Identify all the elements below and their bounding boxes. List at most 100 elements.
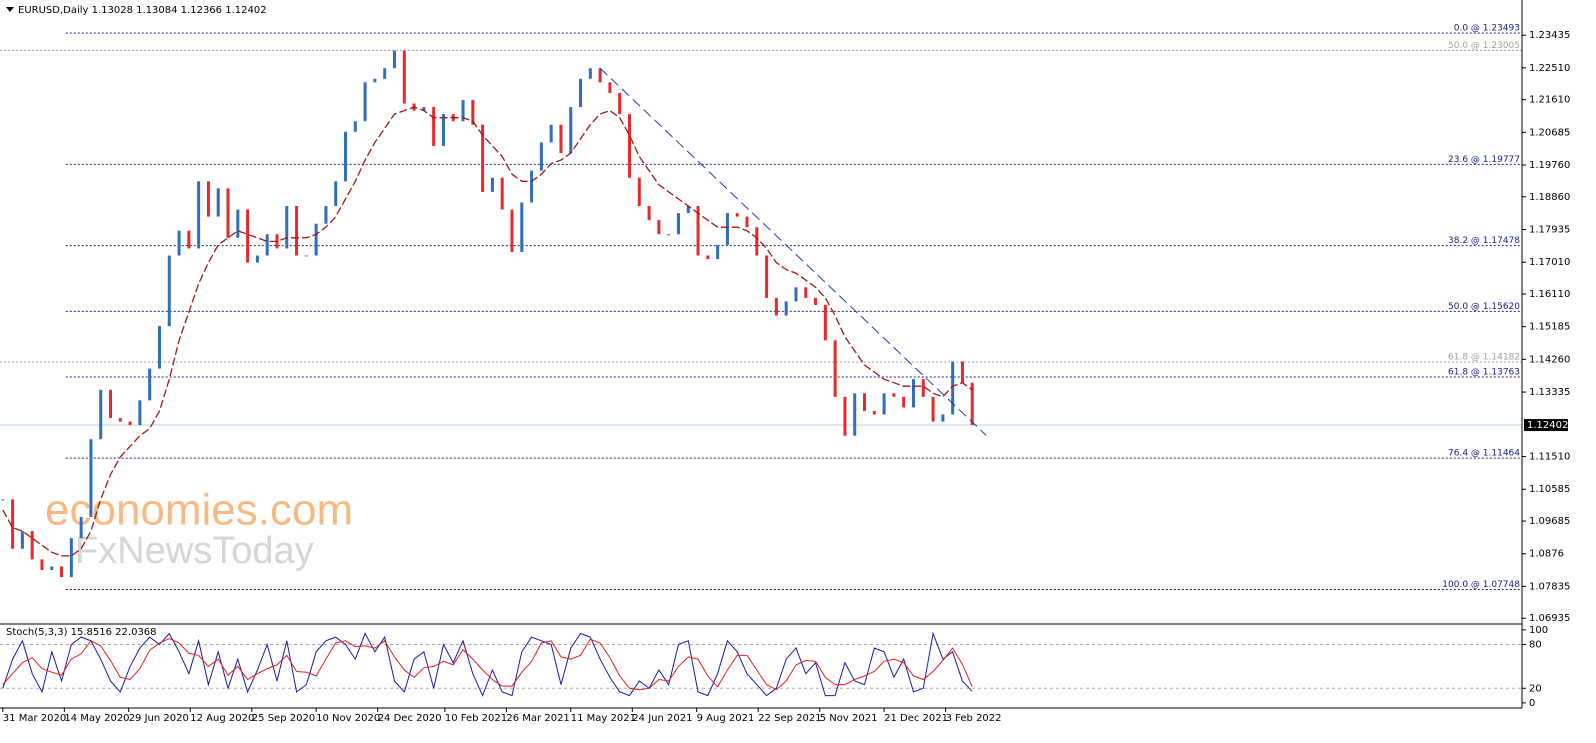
price-bar [304, 255, 308, 257]
price-bar [843, 396, 847, 436]
fib-label: 23.6 @ 1.19777 [1448, 155, 1520, 165]
price-bar [892, 393, 896, 397]
price-bar [40, 559, 44, 570]
price-bar [921, 379, 925, 397]
price-bar [559, 124, 563, 154]
marks [1, 50, 987, 697]
x-tick-label: 26 Mar 2021 [506, 713, 569, 724]
price-bar [363, 82, 367, 122]
price-bar [960, 361, 964, 383]
price-bar [79, 516, 83, 539]
price-bar [774, 297, 778, 316]
price-bar [745, 216, 749, 228]
price-bar [314, 223, 318, 256]
price-bar [324, 206, 328, 224]
price-bar [814, 297, 818, 305]
price-bar [706, 255, 710, 260]
price-bar [118, 418, 122, 422]
x-tick-label: 12 Aug 2020 [190, 713, 254, 724]
fib-label: 76.4 @ 1.11464 [1448, 449, 1520, 459]
price-bar [520, 202, 524, 252]
price-bar [598, 68, 602, 83]
price-bar [148, 368, 152, 401]
fib-label: 38.2 @ 1.17478 [1448, 236, 1520, 246]
x-tick-label: 14 May 2020 [64, 713, 129, 724]
price-bar [461, 100, 465, 122]
y-tick-label: 1.23435 [1529, 30, 1570, 41]
price-bar [500, 177, 504, 210]
price-bar [334, 181, 338, 207]
price-bar [755, 227, 759, 256]
price-bar [109, 389, 113, 419]
price-bar [373, 78, 377, 83]
stochastic-line [2, 631, 973, 697]
price-bar [236, 209, 240, 238]
price-bar [383, 68, 387, 79]
y-tick-label: 1.11510 [1529, 452, 1570, 463]
y-tick-label: 1.13335 [1529, 387, 1570, 398]
price-bar [510, 209, 514, 252]
x-tick-label: 22 Sep 2021 [758, 713, 821, 724]
price-bar [128, 421, 132, 426]
price-bar [911, 379, 915, 408]
collapse-icon[interactable] [6, 7, 14, 12]
price-bar [804, 287, 808, 298]
moving-average [2, 106, 973, 557]
price-bar [295, 206, 299, 256]
price-bar [285, 206, 289, 249]
price-bar [216, 188, 220, 217]
price-bar [628, 114, 632, 178]
indicator-tick-label: 80 [1529, 639, 1542, 650]
y-tick-label: 1.18860 [1529, 192, 1570, 203]
price-bar [99, 389, 103, 440]
indicator-tick-label: 100 [1529, 625, 1548, 636]
price-bar [197, 181, 201, 249]
indicator-tick-label: 0 [1529, 698, 1535, 709]
y-tick-label: 1.21610 [1529, 95, 1570, 106]
price-bar [579, 78, 583, 108]
x-tick-label: 10 Feb 2021 [445, 713, 507, 724]
price-bar [60, 566, 64, 578]
price-bar [481, 124, 485, 192]
current-price-label: 1.12402 [1527, 420, 1568, 431]
x-tick-label: 11 May 2021 [571, 713, 636, 724]
price-bar [970, 382, 974, 426]
x-tick-label: 5 Nov 2021 [820, 713, 878, 724]
fib-label: 61.8 @ 1.13763 [1448, 367, 1520, 377]
price-bar [539, 142, 543, 171]
price-bar [206, 181, 210, 217]
price-bar [20, 531, 24, 549]
price-bar [823, 304, 827, 341]
trendline [599, 67, 987, 436]
price-bar [392, 50, 396, 69]
y-tick-label: 1.19760 [1529, 160, 1570, 171]
price-bar [490, 177, 494, 192]
price-bar [157, 326, 161, 369]
x-tick-label: 24 Jun 2021 [632, 713, 692, 724]
price-bar [608, 82, 612, 93]
price-bar [931, 396, 935, 422]
price-bar [569, 107, 573, 154]
price-bar [530, 170, 534, 203]
price-bar [588, 68, 592, 79]
watermark-text: economies.com [45, 486, 353, 535]
price-bar [432, 107, 436, 146]
x-tick-label: 3 Feb 2022 [946, 713, 1002, 724]
price-bar [696, 206, 700, 256]
x-tick-label: 31 Mar 2020 [3, 713, 66, 724]
indicator-tick-label: 20 [1529, 683, 1542, 694]
y-tick-label: 1.20685 [1529, 127, 1570, 138]
price-bar [676, 213, 680, 235]
levels: 1.23435 1.22510 1.21610 1.20685 1.19760 1.188… [0, 24, 1570, 724]
y-tick-label: 1.06935 [1529, 613, 1570, 624]
price-bar [686, 206, 690, 214]
price-bar [30, 531, 34, 560]
x-tick-label: 25 Sep 2020 [252, 713, 315, 724]
y-tick-label: 1.0876 [1529, 549, 1564, 560]
price-bar [246, 209, 250, 263]
price-bar [1, 499, 5, 501]
price-bar [549, 124, 553, 143]
fib-label: 0.0 @ 1.23493 [1454, 24, 1520, 34]
price-bar [265, 234, 269, 256]
